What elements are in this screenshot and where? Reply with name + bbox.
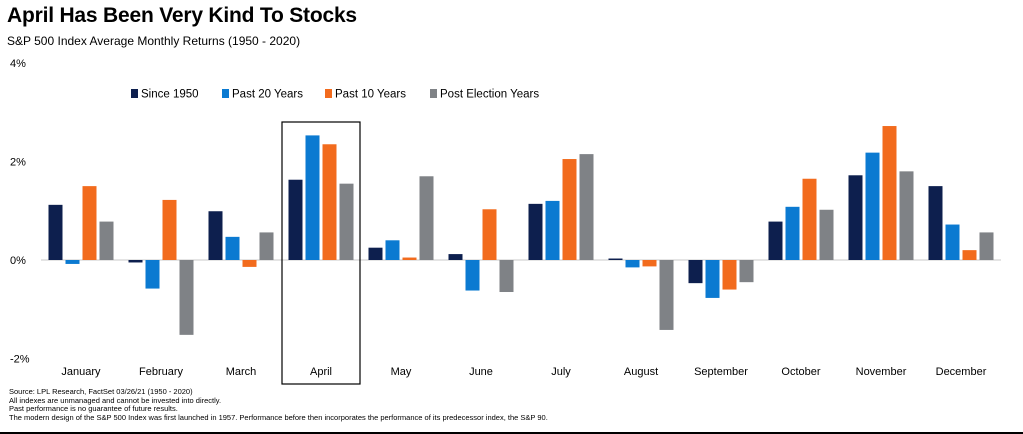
x-tick-label: June [469, 366, 493, 378]
footnote-source: Source: LPL Research, FactSet 03/26/21 (… [9, 387, 193, 396]
bar-august-series-0 [608, 258, 623, 260]
bar-august-series-3 [659, 260, 674, 330]
bar-january-series-2 [82, 186, 97, 260]
bar-june-series-3 [499, 260, 514, 293]
bar-april-series-1 [305, 135, 320, 260]
chart-subtitle: S&P 500 Index Average Monthly Returns (1… [7, 34, 301, 48]
x-tick-label: December [936, 366, 987, 378]
x-tick-label: March [226, 366, 257, 378]
bar-october-series-0 [768, 221, 783, 260]
bar-june-series-0 [448, 254, 463, 260]
bar-may-series-0 [368, 247, 383, 260]
x-tick-label: August [624, 366, 658, 378]
footnote-indexes: All indexes are unmanaged and cannot be … [9, 395, 222, 405]
x-tick-label: November [856, 366, 907, 378]
bar-march-series-1 [225, 236, 240, 260]
bar-november-series-0 [848, 175, 863, 260]
bottom-divider [0, 432, 1023, 434]
y-tick-label: 4% [10, 58, 26, 70]
legend-swatch-3 [430, 89, 437, 98]
chart-title: April Has Been Very Kind To Stocks [7, 4, 357, 27]
bar-december-series-0 [928, 186, 943, 260]
bar-january-series-1 [65, 260, 80, 264]
legend-label-0: Since 1950 [141, 89, 199, 101]
bar-january-series-0 [48, 204, 63, 260]
legend-label-1: Past 20 Years [232, 89, 303, 101]
bar-april-series-0 [288, 179, 303, 260]
x-tick-label: April [310, 366, 332, 378]
bar-december-series-1 [945, 224, 960, 260]
bar-december-series-2 [962, 250, 977, 260]
bar-october-series-1 [785, 206, 800, 260]
bar-july-series-0 [528, 203, 543, 260]
bar-may-series-3 [419, 176, 434, 260]
bar-april-series-2 [322, 144, 337, 260]
bar-february-series-3 [179, 260, 194, 335]
bar-september-series-0 [688, 260, 703, 284]
bar-june-series-1 [465, 260, 480, 291]
bar-november-series-2 [882, 126, 897, 260]
footnotes: Source: LPL Research, FactSet 03/26/21 (… [9, 387, 548, 422]
footnote-performance: Past performance is no guarantee of futu… [9, 404, 178, 414]
legend-swatch-1 [222, 89, 229, 98]
legend-swatch-2 [325, 89, 332, 98]
x-tick-label: February [139, 366, 184, 378]
bar-may-series-1 [385, 240, 400, 260]
bar-october-series-3 [819, 209, 834, 260]
y-tick-label: -2% [10, 354, 30, 366]
bar-february-series-2 [162, 199, 177, 260]
y-tick-label: 0% [10, 255, 26, 267]
bar-march-series-3 [259, 232, 274, 260]
bar-august-series-1 [625, 260, 640, 268]
bar-november-series-1 [865, 152, 880, 260]
x-tick-label: October [781, 366, 820, 378]
x-tick-label: September [694, 366, 748, 378]
bar-september-series-2 [722, 260, 737, 290]
bar-october-series-2 [802, 178, 817, 260]
bar-march-series-2 [242, 260, 257, 267]
bar-january-series-3 [99, 221, 114, 260]
bar-july-series-2 [562, 159, 577, 260]
bar-september-series-3 [739, 260, 754, 283]
bar-february-series-0 [128, 260, 143, 263]
x-tick-label: July [551, 366, 571, 378]
highlight-box-april [281, 121, 361, 385]
bar-september-series-1 [705, 260, 720, 298]
legend-label-3: Post Election Years [440, 89, 539, 101]
legend-label-2: Past 10 Years [335, 89, 406, 101]
bar-may-series-2 [402, 257, 417, 260]
bar-december-series-3 [979, 232, 994, 260]
bar-march-series-0 [208, 211, 223, 260]
bar-november-series-3 [899, 171, 914, 260]
y-tick-label: 2% [10, 157, 26, 169]
footnote-design: The modern design of the S&P 500 Index w… [9, 412, 548, 422]
bar-july-series-1 [545, 200, 560, 260]
bar-february-series-1 [145, 260, 160, 289]
bar-august-series-2 [642, 260, 657, 267]
legend-swatch-0 [131, 89, 138, 98]
x-tick-label: May [391, 366, 412, 378]
bar-april-series-3 [339, 183, 354, 260]
bar-june-series-2 [482, 209, 497, 260]
bar-july-series-3 [579, 154, 594, 260]
x-tick-label: January [61, 366, 101, 378]
